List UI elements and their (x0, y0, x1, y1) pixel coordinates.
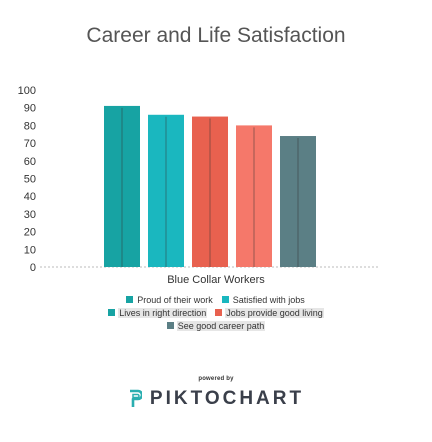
legend-item-good-living[interactable]: Jobs provide good living (215, 307, 324, 318)
footer: powered by PIKTOCHART (0, 376, 432, 410)
brand-name: PIKTOCHART (149, 388, 305, 409)
legend-label: Lives in right direction (118, 307, 208, 318)
piktochart-logo-icon (129, 389, 142, 407)
legend-item-satisfied[interactable]: Satisfied with jobs (221, 294, 306, 305)
bar-chart: 0 10 20 30 40 50 60 70 80 90 100 Blue Collar Worker… (18, 85, 380, 286)
y-tick-label: 70 (24, 138, 36, 150)
x-category-label: Blue Collar Workers (167, 274, 265, 286)
legend-label: See good career path (176, 320, 266, 331)
y-tick-label: 100 (18, 85, 36, 97)
legend-item-direction[interactable]: Lives in right direction (108, 307, 208, 318)
legend: Proud of their work Satisfied with jobs … (0, 293, 432, 332)
y-tick-label: 60 (24, 156, 36, 168)
y-tick-label: 80 (24, 120, 36, 132)
powered-by-label: powered by (198, 376, 234, 382)
y-tick-label: 40 (24, 191, 36, 203)
brand[interactable]: PIKTOCHART (0, 388, 432, 410)
chart-title: Career and Life Satisfaction (86, 24, 346, 47)
legend-label: Proud of their work (137, 294, 213, 305)
y-tick-label: 30 (24, 209, 36, 221)
y-tick-label: 10 (24, 244, 36, 256)
legend-label: Jobs provide good living (225, 307, 324, 318)
legend-swatch (221, 296, 229, 303)
y-tick-label: 20 (24, 227, 36, 239)
legend-swatch (166, 322, 174, 329)
y-tick-label: 90 (24, 103, 36, 115)
y-tick-label: 0 (30, 262, 36, 274)
legend-swatch (215, 309, 223, 316)
legend-swatch (108, 309, 116, 316)
legend-label: Satisfied with jobs (232, 294, 305, 305)
legend-swatch (126, 296, 134, 303)
legend-item-career-path[interactable]: See good career path (166, 320, 266, 331)
y-tick-label: 50 (24, 174, 36, 186)
legend-item-proud[interactable]: Proud of their work (126, 295, 214, 305)
